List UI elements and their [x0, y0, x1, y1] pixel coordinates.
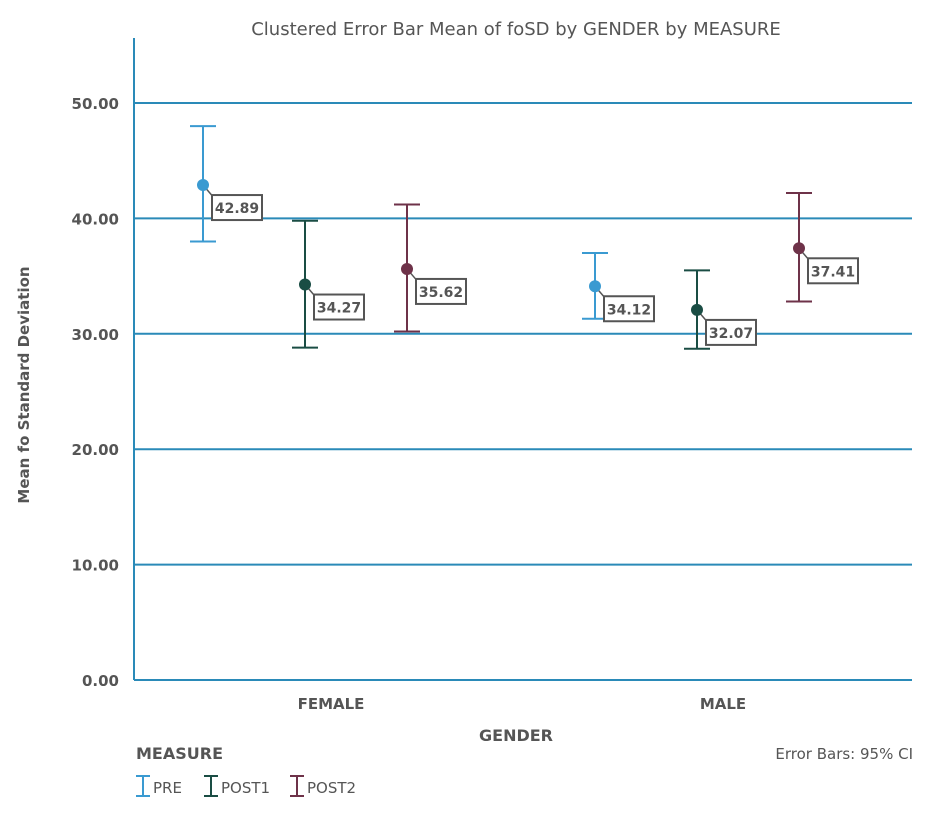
y-tick-label: 10.00 [72, 557, 119, 575]
legend-title: MEASURE [136, 744, 223, 763]
data-label: 37.41 [811, 264, 855, 280]
mean-point [793, 242, 805, 255]
data-label-box [313, 293, 365, 321]
data-label-box [705, 318, 757, 346]
legend-item: POST2 [307, 779, 356, 797]
data-label: 35.62 [419, 285, 463, 301]
y-tick-label: 50.00 [72, 95, 119, 113]
data-label: 42.89 [215, 201, 259, 217]
data-label-box [211, 194, 263, 222]
data-label: 34.27 [317, 301, 361, 317]
chart-title: Clustered Error Bar Mean of foSD by GEND… [251, 19, 781, 40]
data-label: 32.07 [709, 326, 753, 342]
y-tick-label: 20.00 [72, 441, 119, 459]
y-tick-label: 40.00 [72, 210, 119, 228]
legend-item: POST1 [221, 779, 270, 797]
x-axis-label: GENDER [479, 726, 553, 745]
legend-item: PRE [153, 779, 182, 797]
data-label-box [807, 257, 859, 285]
mean-point [197, 179, 209, 192]
data-label-box [603, 295, 655, 323]
mean-point [401, 262, 413, 275]
y-axis-label: Mean fo Standard Deviation [15, 266, 33, 503]
x-tick-label: FEMALE [298, 695, 365, 713]
x-tick-label: MALE [700, 695, 746, 713]
mean-point [691, 303, 703, 316]
y-tick-label: 30.00 [72, 326, 119, 344]
mean-point [589, 280, 601, 293]
y-tick-label: 0.00 [82, 672, 119, 690]
data-label: 34.12 [607, 302, 651, 318]
footnote: Error Bars: 95% CI [775, 745, 913, 763]
data-label-box [415, 277, 467, 305]
mean-point [299, 278, 311, 291]
